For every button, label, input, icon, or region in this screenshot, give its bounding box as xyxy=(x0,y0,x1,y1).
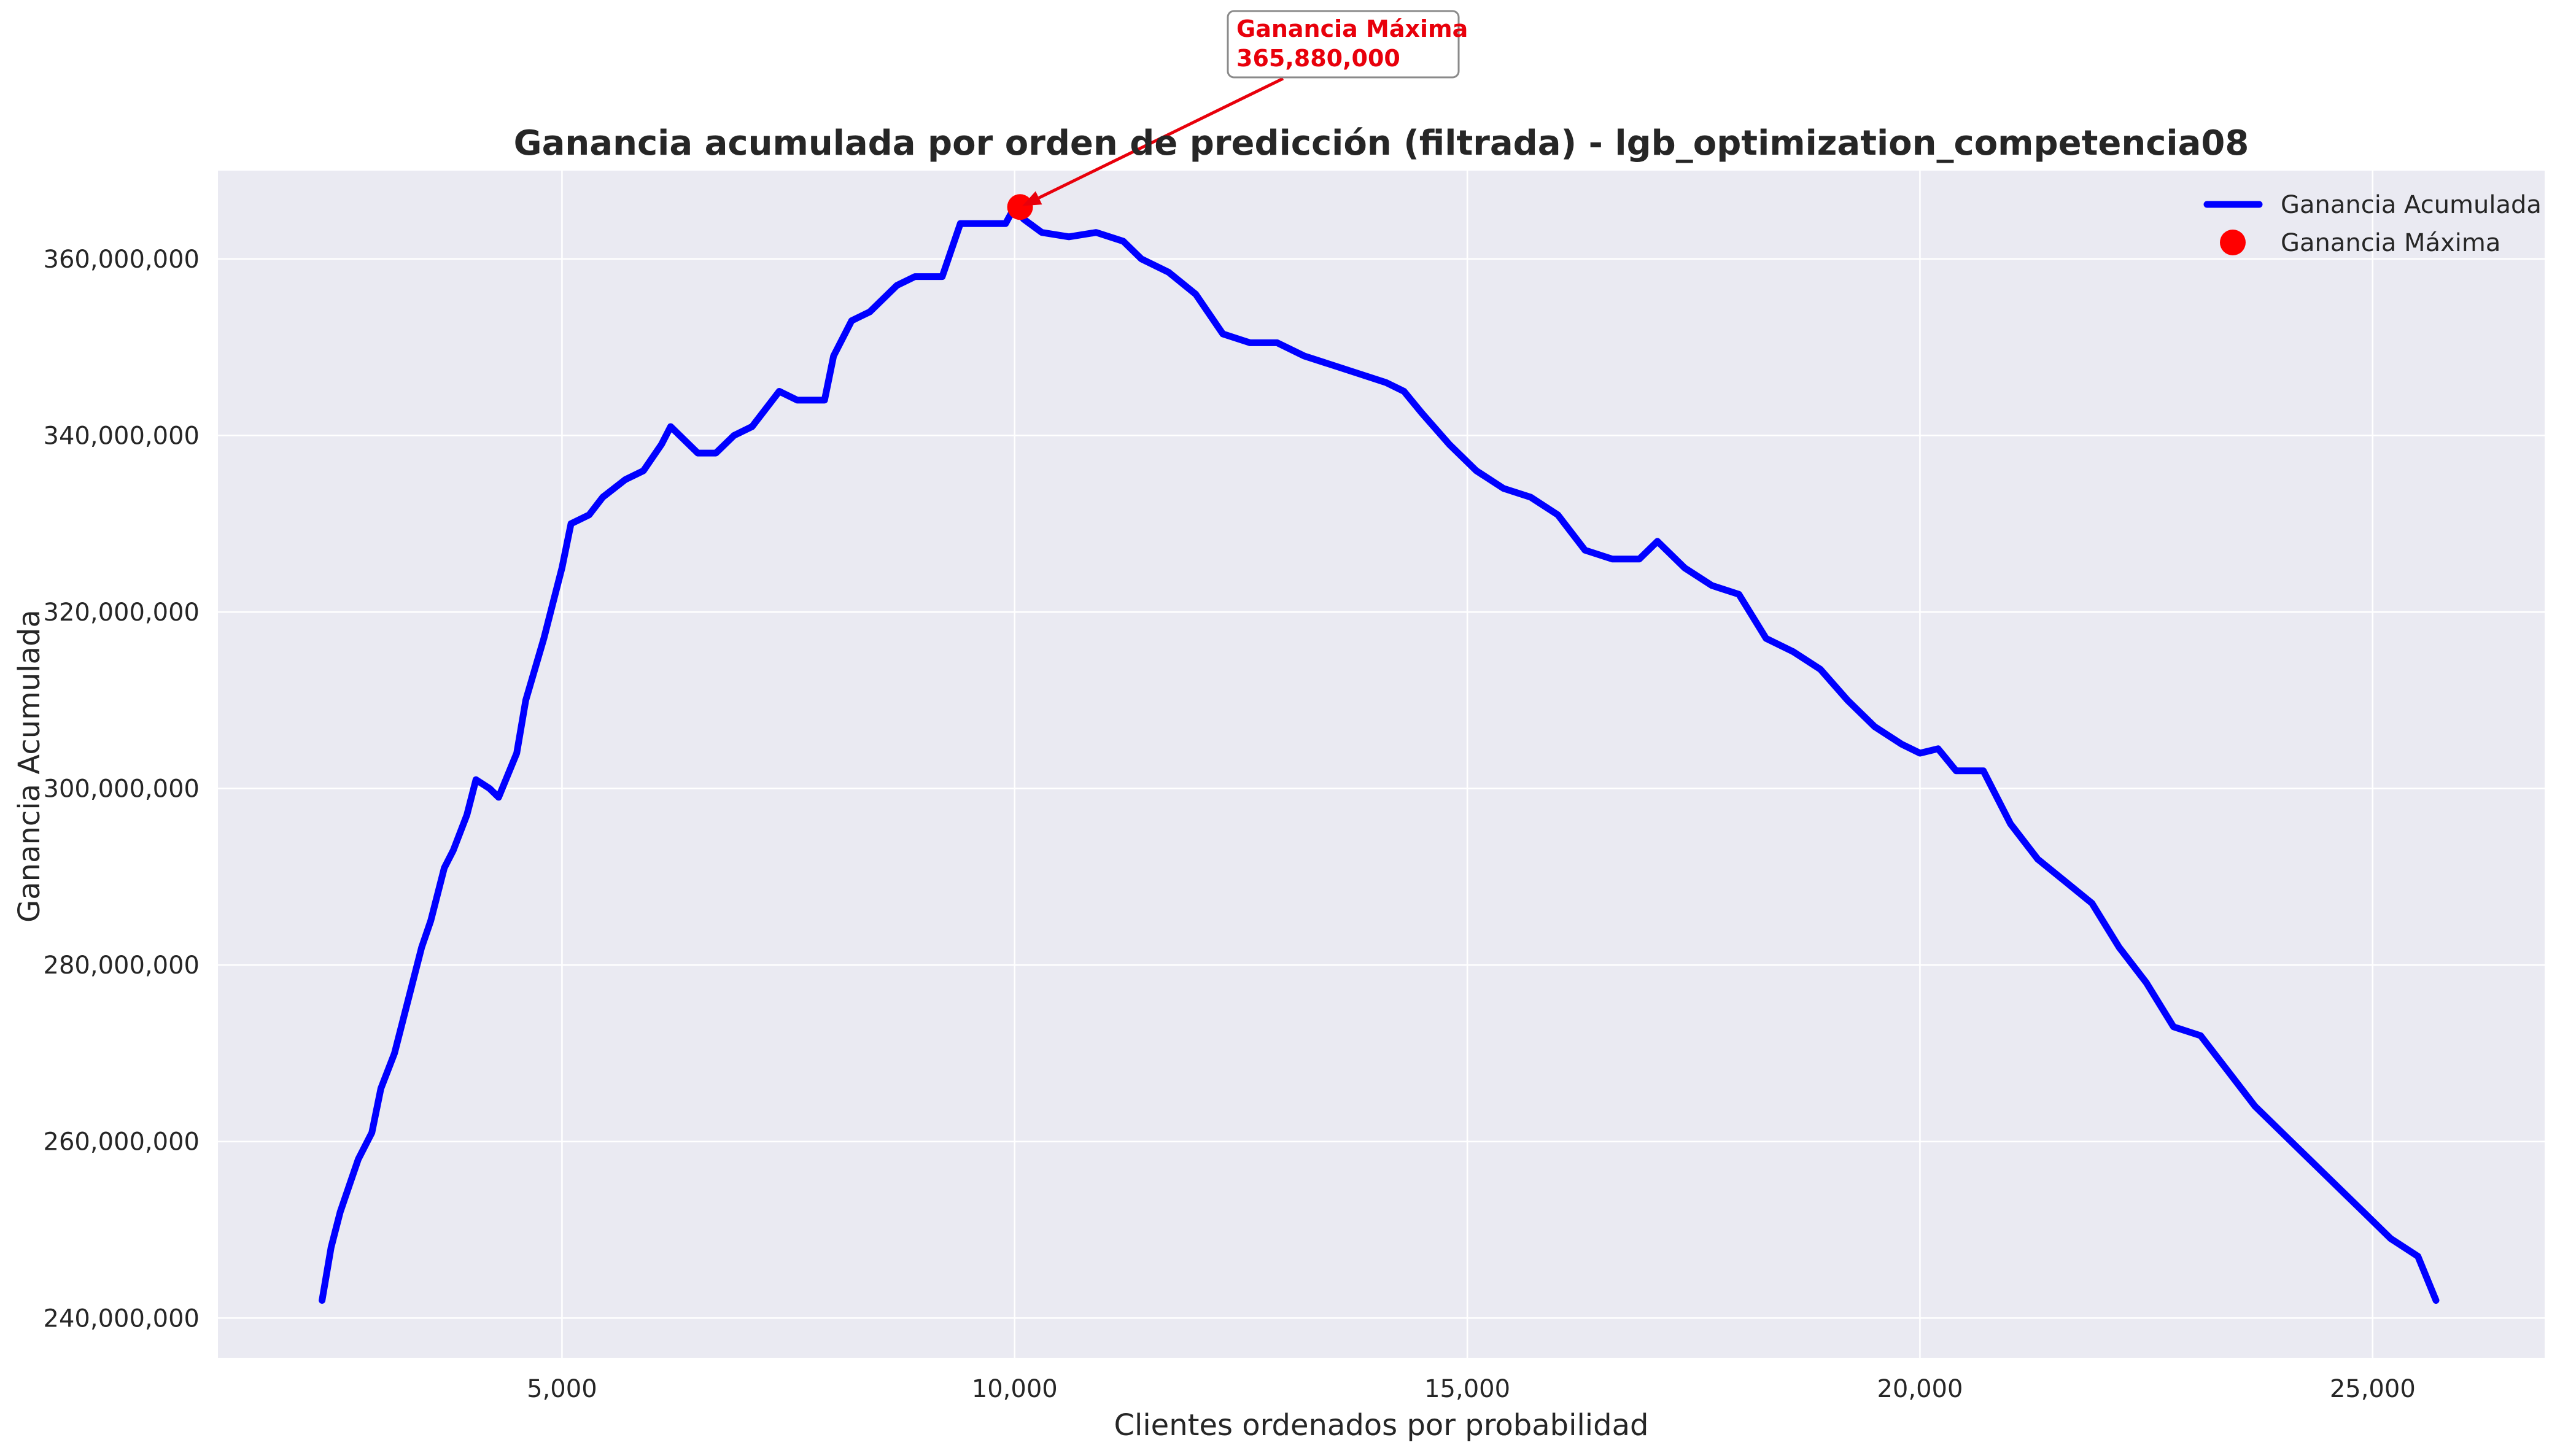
y-tick-label: 300,000,000 xyxy=(44,775,200,804)
y-tick-label: 320,000,000 xyxy=(44,598,200,627)
plot-area xyxy=(218,171,2545,1358)
legend-marker-swatch xyxy=(2220,230,2246,255)
x-tick-label: 10,000 xyxy=(972,1375,1058,1403)
max-annotation: Ganancia Máxima 365,880,000 xyxy=(1022,10,1468,206)
y-tick-label: 360,000,000 xyxy=(44,246,200,274)
x-tick-label: 25,000 xyxy=(2330,1375,2416,1403)
max-point-marker xyxy=(1007,194,1033,220)
x-axis-label: Clientes ordenados por probabilidad xyxy=(1114,1408,1648,1442)
x-tick-label: 5,000 xyxy=(527,1375,597,1403)
y-tick-label: 240,000,000 xyxy=(44,1304,200,1333)
annotation-arrowhead xyxy=(1022,191,1042,206)
y-tick-label: 280,000,000 xyxy=(44,951,200,980)
chart-title: Ganancia acumulada por orden de predicci… xyxy=(514,123,2249,163)
legend: Ganancia Acumulada Ganancia Máxima xyxy=(2203,191,2542,257)
annotation-box xyxy=(1227,10,1460,79)
series-line-ganancia-acumulada xyxy=(319,203,2440,1304)
annotation-title: Ganancia Máxima xyxy=(1236,15,1468,42)
y-axis-label: Ganancia Acumulada xyxy=(12,610,47,923)
annotation-arrow xyxy=(1038,77,1284,199)
legend-label-ganancia-maxima: Ganancia Máxima xyxy=(2281,229,2500,257)
legend-label-ganancia-acumulada: Ganancia Acumulada xyxy=(2281,191,2542,219)
annotation-value: 365,880,000 xyxy=(1236,45,1400,72)
y-tick-label: 260,000,000 xyxy=(44,1128,200,1156)
y-axis: 240,000,000 260,000,000 280,000,000 300,000… xyxy=(44,246,200,1333)
grid xyxy=(218,171,2545,1358)
x-tick-label: 15,000 xyxy=(1424,1375,1510,1403)
x-axis: 5,000 10,000 15,000 20,000 25,000 xyxy=(527,1375,2416,1403)
x-tick-label: 20,000 xyxy=(1877,1375,1963,1403)
y-tick-label: 340,000,000 xyxy=(44,422,200,450)
